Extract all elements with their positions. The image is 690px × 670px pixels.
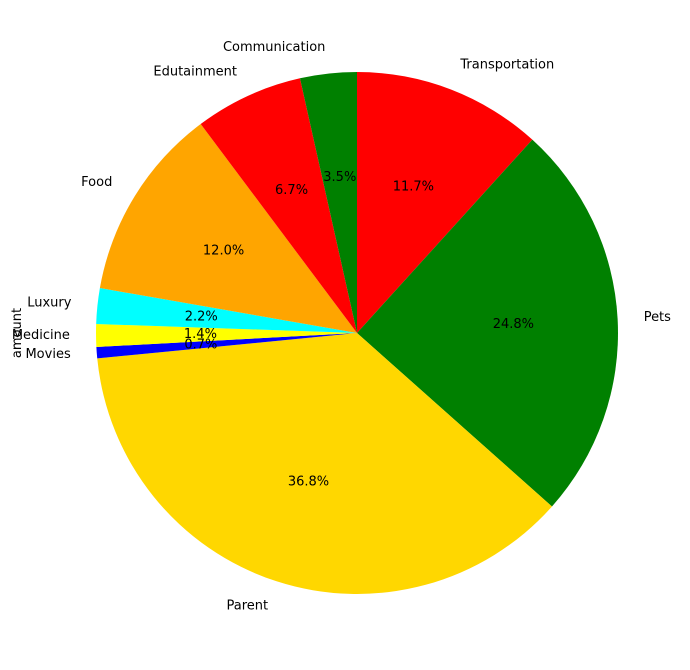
pie-slice-food — [99, 123, 357, 334]
slice-percent-pets: 24.8% — [493, 317, 534, 332]
pie-slice-luxury — [96, 288, 357, 333]
pie-slice-pets — [357, 139, 618, 507]
pie-slice-edutainment — [200, 78, 357, 333]
slice-percent-transportation: 11.7% — [393, 179, 434, 194]
slice-label-communication: Communication — [223, 40, 325, 55]
slice-percent-medicine: 1.4% — [184, 327, 217, 342]
slice-percent-parent: 36.8% — [288, 474, 329, 489]
slice-percent-communication: 3.5% — [323, 170, 356, 185]
slice-label-parent: Parent — [226, 598, 268, 613]
y-axis-label: amount — [10, 308, 25, 358]
slice-percent-luxury: 2.2% — [185, 309, 218, 324]
slice-label-medicine: Medicine — [12, 328, 70, 343]
pie-slice-movies — [96, 333, 358, 359]
pie-slices — [95, 72, 618, 594]
slice-percent-food: 12.0% — [203, 244, 244, 259]
pie-slice-medicine — [95, 323, 358, 347]
slice-percent-movies: 0.7% — [184, 337, 217, 352]
pie-slice-transportation — [357, 72, 533, 333]
slice-percent-edutainment: 6.7% — [275, 183, 308, 198]
slice-label-luxury: Luxury — [27, 296, 72, 311]
pie-labels: Transportation 11.7% Pets 24.8% Parent 36.8% M… — [12, 40, 671, 613]
slice-label-food: Food — [81, 175, 112, 190]
slice-label-movies: Movies — [25, 347, 70, 362]
slice-label-pets: Pets — [644, 310, 671, 325]
pie-slice-parent — [97, 333, 552, 594]
pie-slice-communication — [299, 72, 357, 333]
slice-label-edutainment: Edutainment — [153, 65, 237, 80]
slice-label-transportation: Transportation — [459, 58, 554, 73]
